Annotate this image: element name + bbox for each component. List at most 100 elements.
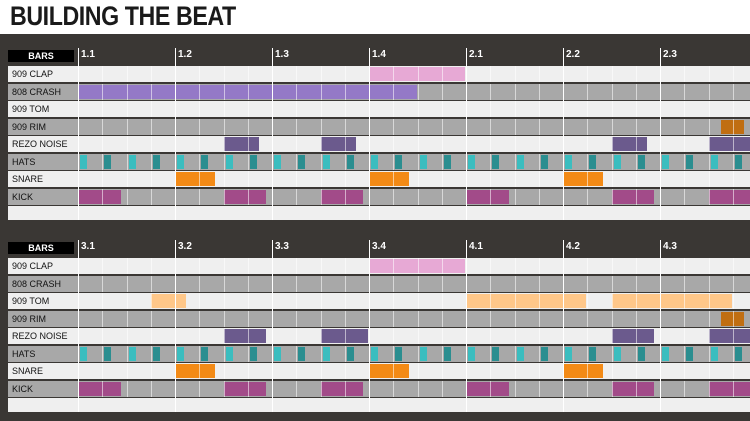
hat-step[interactable] [419,154,427,169]
hat-step[interactable] [443,346,451,361]
kick-pattern-block[interactable] [78,381,121,396]
kick-pattern-block[interactable] [708,381,750,396]
track-timeline[interactable] [78,136,750,152]
hat-step[interactable] [177,154,184,169]
track-row-snare[interactable]: SNARE [8,363,750,379]
hat-step[interactable] [274,154,281,169]
hat-step[interactable] [565,346,572,361]
hat-step[interactable] [249,154,257,169]
hat-step[interactable] [104,346,112,361]
track-row-noise[interactable]: REZO NOISE [8,328,750,344]
track-row-tom[interactable]: 909 TOM [8,293,750,309]
rim-pattern-block[interactable] [720,311,744,326]
hat-step[interactable] [104,154,112,169]
rim-pattern-block[interactable] [720,119,744,134]
kick-pattern-block[interactable] [466,381,509,396]
hat-step[interactable] [734,154,742,169]
track-timeline[interactable] [78,83,750,100]
hat-step[interactable] [516,346,524,361]
track-timeline[interactable] [78,310,750,327]
snare-pattern-block[interactable] [175,172,216,186]
hat-step[interactable] [395,154,403,169]
hat-step[interactable] [298,154,306,169]
noise-pattern-block[interactable] [708,137,750,151]
hat-step[interactable] [395,346,403,361]
noise-pattern-block[interactable] [320,137,356,151]
hat-step[interactable] [322,346,330,361]
hat-step[interactable] [492,154,500,169]
track-timeline[interactable] [78,345,750,362]
hat-step[interactable] [298,346,306,361]
track-timeline[interactable] [78,363,750,379]
hat-step[interactable] [468,154,475,169]
track-row-kick[interactable]: KICK [8,188,750,205]
hat-step[interactable] [128,154,136,169]
track-row-noise[interactable]: REZO NOISE [8,136,750,152]
hat-step[interactable] [613,154,621,169]
hat-step[interactable] [371,346,378,361]
hat-step[interactable] [565,154,572,169]
track-timeline[interactable] [78,171,750,187]
track-timeline[interactable] [78,275,750,292]
track-row-kick[interactable]: KICK [8,380,750,397]
hat-step[interactable] [80,154,87,169]
track-row-rim[interactable]: 909 RIM [8,310,750,327]
track-timeline[interactable] [78,258,750,274]
hat-step[interactable] [274,346,281,361]
hat-step[interactable] [177,346,184,361]
hat-step[interactable] [613,346,621,361]
track-row-crash[interactable]: 808 CRASH [8,275,750,292]
kick-pattern-block[interactable] [223,381,267,396]
hat-step[interactable] [734,346,742,361]
hat-step[interactable] [201,346,209,361]
hat-step[interactable] [443,154,451,169]
hat-step[interactable] [637,154,645,169]
noise-pattern-block[interactable] [223,137,259,151]
hat-step[interactable] [152,154,160,169]
hat-step[interactable] [346,154,354,169]
hat-step[interactable] [322,154,330,169]
hat-step[interactable] [492,346,500,361]
track-timeline[interactable] [78,328,750,344]
noise-pattern-block[interactable] [320,329,368,343]
hat-step[interactable] [637,346,645,361]
tom-pattern-block[interactable] [150,294,187,308]
hat-step[interactable] [225,154,233,169]
hat-step[interactable] [346,346,354,361]
hat-step[interactable] [662,154,669,169]
kick-pattern-block[interactable] [320,189,364,204]
hat-step[interactable] [419,346,427,361]
crash-pattern-block[interactable] [78,84,417,99]
kick-pattern-block[interactable] [320,381,364,396]
hat-step[interactable] [371,154,378,169]
hat-step[interactable] [710,346,718,361]
hat-step[interactable] [662,346,669,361]
tom-pattern-block[interactable] [466,294,587,308]
track-row-crash[interactable]: 808 CRASH [8,83,750,100]
track-row-snare[interactable]: SNARE [8,171,750,187]
track-row-clap[interactable]: 909 CLAP [8,258,750,274]
noise-pattern-block[interactable] [708,329,750,343]
track-row-hats[interactable]: HATS [8,153,750,170]
snare-pattern-block[interactable] [369,172,410,186]
hat-step[interactable] [686,154,694,169]
track-timeline[interactable] [78,188,750,205]
hat-step[interactable] [589,154,597,169]
snare-pattern-block[interactable] [563,364,604,378]
kick-pattern-block[interactable] [611,189,655,204]
kick-pattern-block[interactable] [223,189,267,204]
hat-step[interactable] [201,154,209,169]
hat-step[interactable] [710,154,718,169]
hat-step[interactable] [540,154,548,169]
track-timeline[interactable] [78,153,750,170]
clap-pattern-block[interactable] [369,67,465,81]
hat-step[interactable] [516,154,524,169]
hat-step[interactable] [225,346,233,361]
track-timeline[interactable] [78,380,750,397]
track-timeline[interactable] [78,293,750,309]
track-timeline[interactable] [78,118,750,135]
track-row-hats[interactable]: HATS [8,345,750,362]
hat-step[interactable] [152,346,160,361]
hat-step[interactable] [80,346,87,361]
hat-step[interactable] [128,346,136,361]
